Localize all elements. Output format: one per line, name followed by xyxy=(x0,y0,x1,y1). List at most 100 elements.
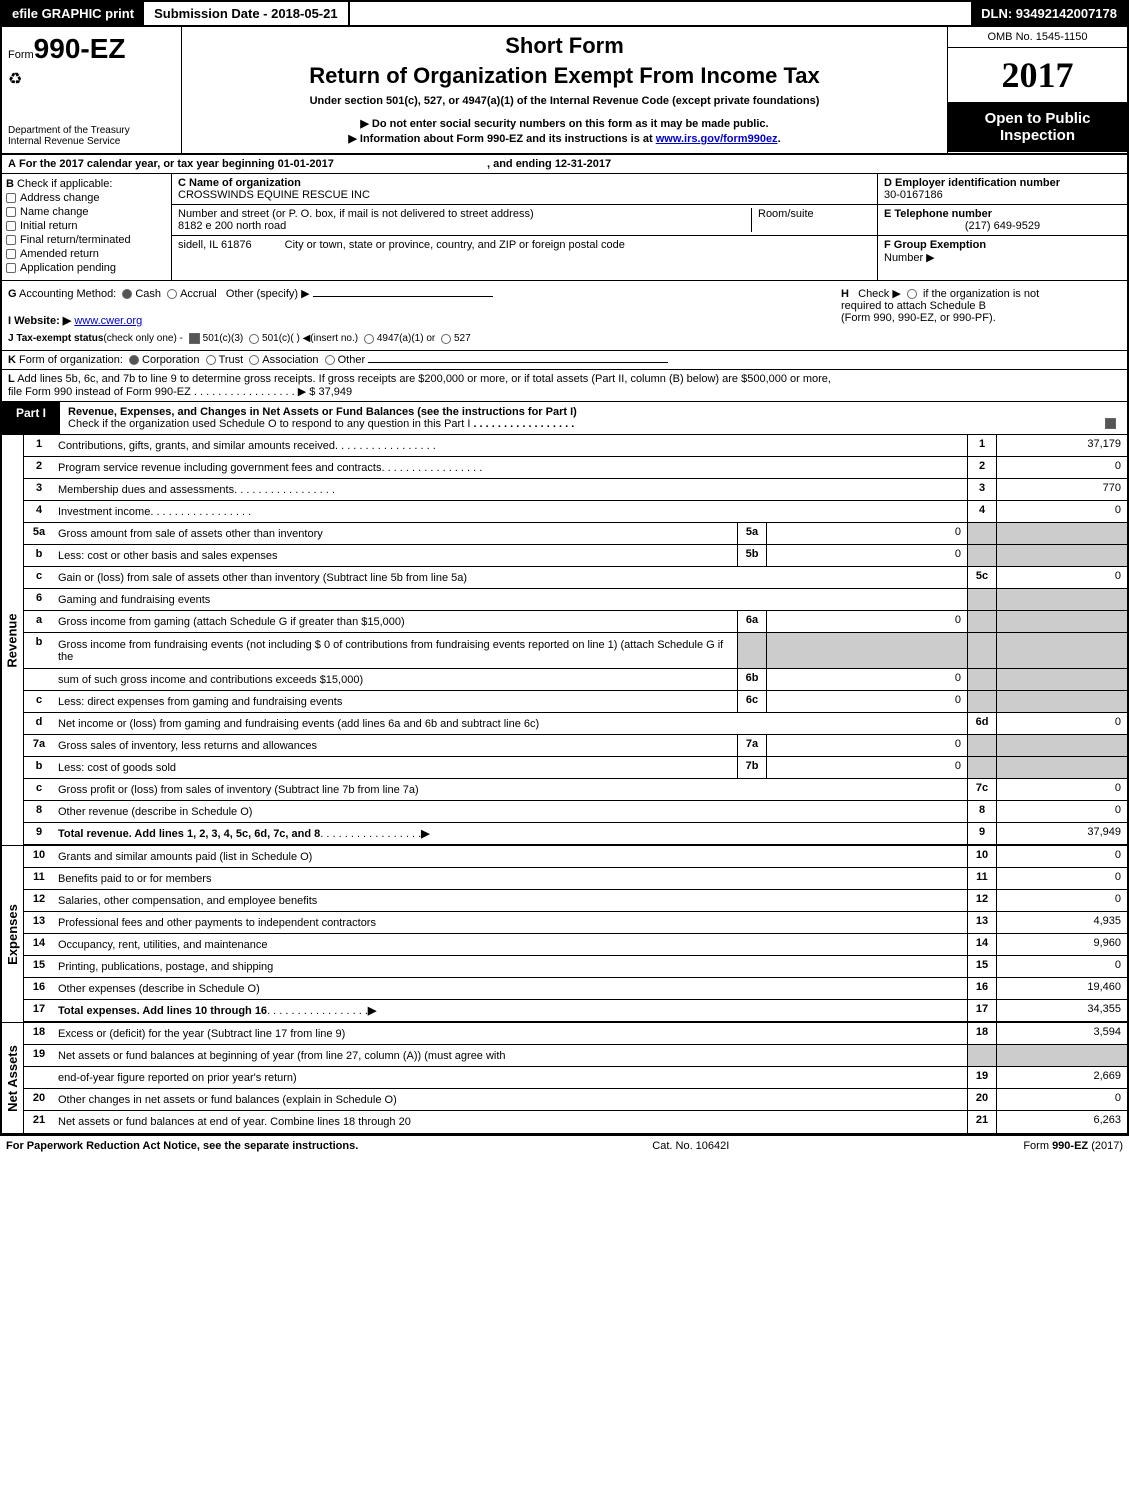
radio-schedule-b[interactable] xyxy=(907,289,917,299)
line-5a-sn: 5a xyxy=(737,523,767,544)
radio-association[interactable] xyxy=(249,355,259,365)
h-check: Check ▶ xyxy=(858,288,901,300)
line-7a-num: 7a xyxy=(24,735,54,756)
line-17-desc: Total expenses. Add lines 10 through 16 … xyxy=(54,1000,967,1021)
line-6b2-desc: sum of such gross income and contributio… xyxy=(54,669,737,690)
line-16-val: 19,460 xyxy=(997,978,1127,999)
line-6b2-sv: 0 xyxy=(767,669,967,690)
line-1-val: 37,179 xyxy=(997,435,1127,456)
ein-row: D Employer identification number 30-0167… xyxy=(878,174,1127,205)
line-6-num: 6 xyxy=(24,589,54,610)
open-line-1: Open to Public xyxy=(952,110,1123,127)
line-8-desc: Other revenue (describe in Schedule O) xyxy=(54,801,967,822)
street-value: 8182 e 200 north road xyxy=(178,220,751,232)
radio-4947[interactable] xyxy=(364,334,374,344)
line-9-rnum: 9 xyxy=(967,823,997,844)
line-19b-rnum: 19 xyxy=(967,1067,997,1088)
line-5a-desc: Gross amount from sale of assets other t… xyxy=(54,523,737,544)
checkbox-schedule-o[interactable] xyxy=(1105,418,1116,429)
checkbox-amended-return[interactable] xyxy=(6,249,16,259)
line-14-num: 14 xyxy=(24,934,54,955)
group-exemption-row: F Group Exemption Number ▶ xyxy=(878,236,1127,280)
d-label: D Employer identification number xyxy=(884,177,1121,189)
line-16-desc: Other expenses (describe in Schedule O) xyxy=(54,978,967,999)
address-change-label: Address change xyxy=(20,192,100,204)
checkbox-final-return[interactable] xyxy=(6,235,16,245)
line-15-num: 15 xyxy=(24,956,54,977)
footer-right-bold: 990-EZ xyxy=(1052,1140,1088,1152)
line-6b-grey1 xyxy=(737,633,767,668)
line-21-num: 21 xyxy=(24,1111,54,1133)
opt-501c: 501(c)( ) ◀(insert no.) xyxy=(262,333,358,344)
line-9-val: 37,949 xyxy=(997,823,1127,844)
radio-accrual[interactable] xyxy=(167,289,177,299)
radio-other-org[interactable] xyxy=(325,355,335,365)
line-6d-desc: Net income or (loss) from gaming and fun… xyxy=(54,713,967,734)
initial-return-label: Initial return xyxy=(20,220,77,232)
line-6c-num: c xyxy=(24,691,54,712)
header-left: Form990-EZ ♻ Department of the Treasury … xyxy=(2,27,182,153)
line-5c-val: 0 xyxy=(997,567,1127,588)
final-return-label: Final return/terminated xyxy=(20,234,131,246)
k-text: Form of organization: xyxy=(19,354,123,366)
line-2-desc: Program service revenue including govern… xyxy=(54,457,967,478)
h-text2: if the organization is not xyxy=(923,288,1039,300)
checkbox-501c3[interactable] xyxy=(189,333,200,344)
radio-corporation[interactable] xyxy=(129,355,139,365)
line-6a-grey xyxy=(967,611,997,632)
line-7b-sn: 7b xyxy=(737,757,767,778)
h-text4: (Form 990, 990-EZ, or 990-PF). xyxy=(841,312,1121,324)
top-bar: efile GRAPHIC print Submission Date - 20… xyxy=(0,0,1129,27)
part-i-label: Part I xyxy=(2,402,60,434)
dept-line-2: Internal Revenue Service xyxy=(8,136,175,147)
line-11-val: 0 xyxy=(997,868,1127,889)
line-7c-num: c xyxy=(24,779,54,800)
line-13-rnum: 13 xyxy=(967,912,997,933)
line-6a-desc: Gross income from gaming (attach Schedul… xyxy=(54,611,737,632)
radio-527[interactable] xyxy=(441,334,451,344)
line-6c-sv: 0 xyxy=(767,691,967,712)
check-if-applicable: Check if applicable: xyxy=(17,178,112,190)
checkbox-name-change[interactable] xyxy=(6,207,16,217)
line-6a-sv: 0 xyxy=(767,611,967,632)
tax-year-begin: 01-01-2017 xyxy=(278,158,334,170)
phone-value: (217) 649-9529 xyxy=(884,220,1121,232)
line-19-num: 19 xyxy=(24,1045,54,1066)
line-7b-greyval xyxy=(997,757,1127,778)
footer-mid: Cat. No. 10642I xyxy=(652,1140,729,1152)
section-a: A For the 2017 calendar year, or tax yea… xyxy=(0,155,1129,174)
line-20-desc: Other changes in net assets or fund bala… xyxy=(54,1089,967,1110)
other-specify-line[interactable] xyxy=(313,296,493,297)
other-org-line[interactable] xyxy=(368,362,668,363)
radio-trust[interactable] xyxy=(206,355,216,365)
line-6a-num: a xyxy=(24,611,54,632)
line-11-desc: Benefits paid to or for members xyxy=(54,868,967,889)
line-5a-greyval xyxy=(997,523,1127,544)
opt-4947: 4947(a)(1) or xyxy=(377,333,435,344)
radio-cash[interactable] xyxy=(122,289,132,299)
line-6b-grey2 xyxy=(767,633,967,668)
f-label: F Group Exemption xyxy=(884,239,1121,251)
net-assets-section: Net Assets 18Excess or (deficit) for the… xyxy=(0,1022,1129,1135)
l-text2: file Form 990 instead of Form 990-EZ xyxy=(8,386,191,398)
checkbox-address-change[interactable] xyxy=(6,193,16,203)
line-5b-grey xyxy=(967,545,997,566)
k-label: K xyxy=(8,354,16,366)
checkbox-initial-return[interactable] xyxy=(6,221,16,231)
checkbox-application-pending[interactable] xyxy=(6,263,16,273)
footer-right-pre: Form xyxy=(1023,1140,1052,1152)
line-6a-sn: 6a xyxy=(737,611,767,632)
line-21-rnum: 21 xyxy=(967,1111,997,1133)
website-link[interactable]: www.cwer.org xyxy=(74,315,142,327)
line-6b-grey3 xyxy=(967,633,997,668)
line-6d-num: d xyxy=(24,713,54,734)
other-label: Other (specify) ▶ xyxy=(226,288,310,300)
line-21-val: 6,263 xyxy=(997,1111,1127,1133)
expenses-side-label: Expenses xyxy=(2,846,24,1022)
line-16-rnum: 16 xyxy=(967,978,997,999)
instructions-link[interactable]: www.irs.gov/form990ez xyxy=(656,133,778,145)
line-20-num: 20 xyxy=(24,1089,54,1110)
line-3-rnum: 3 xyxy=(967,479,997,500)
line-8-val: 0 xyxy=(997,801,1127,822)
radio-501c[interactable] xyxy=(249,334,259,344)
